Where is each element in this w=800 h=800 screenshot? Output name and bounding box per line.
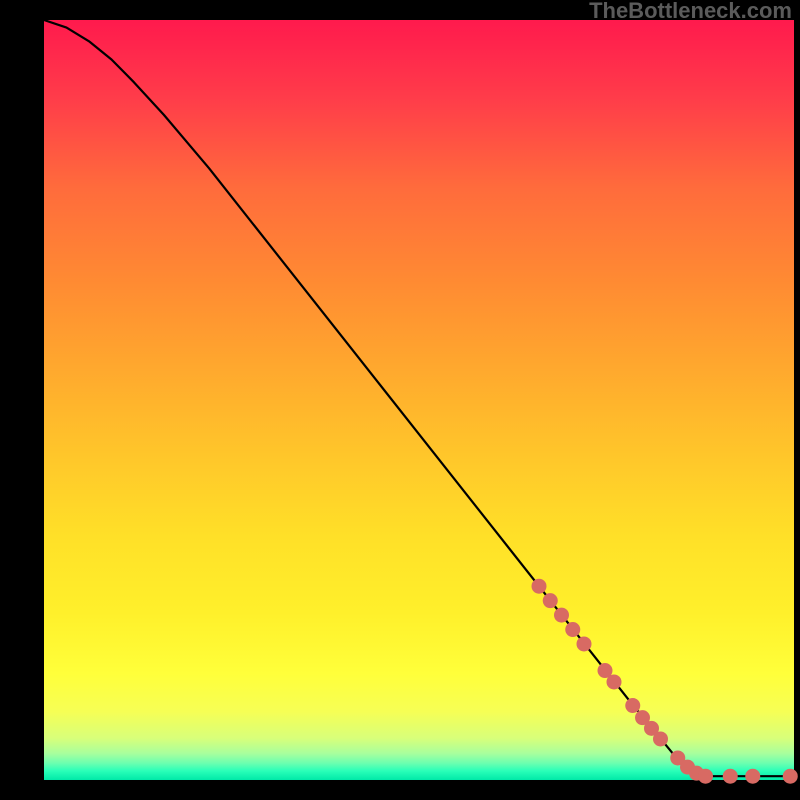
data-point: [607, 674, 622, 689]
data-point: [554, 608, 569, 623]
data-point: [783, 769, 798, 784]
data-point: [723, 769, 738, 784]
data-point: [698, 769, 713, 784]
data-point: [577, 636, 592, 651]
data-point: [625, 698, 640, 713]
bottleneck-curve: [44, 20, 794, 776]
data-point: [543, 593, 558, 608]
data-point: [565, 622, 580, 637]
data-point: [532, 579, 547, 594]
curve-layer: [44, 20, 794, 780]
data-point: [745, 769, 760, 784]
watermark: TheBottleneck.com: [589, 0, 792, 24]
data-point: [653, 731, 668, 746]
plot-area: [44, 20, 794, 780]
